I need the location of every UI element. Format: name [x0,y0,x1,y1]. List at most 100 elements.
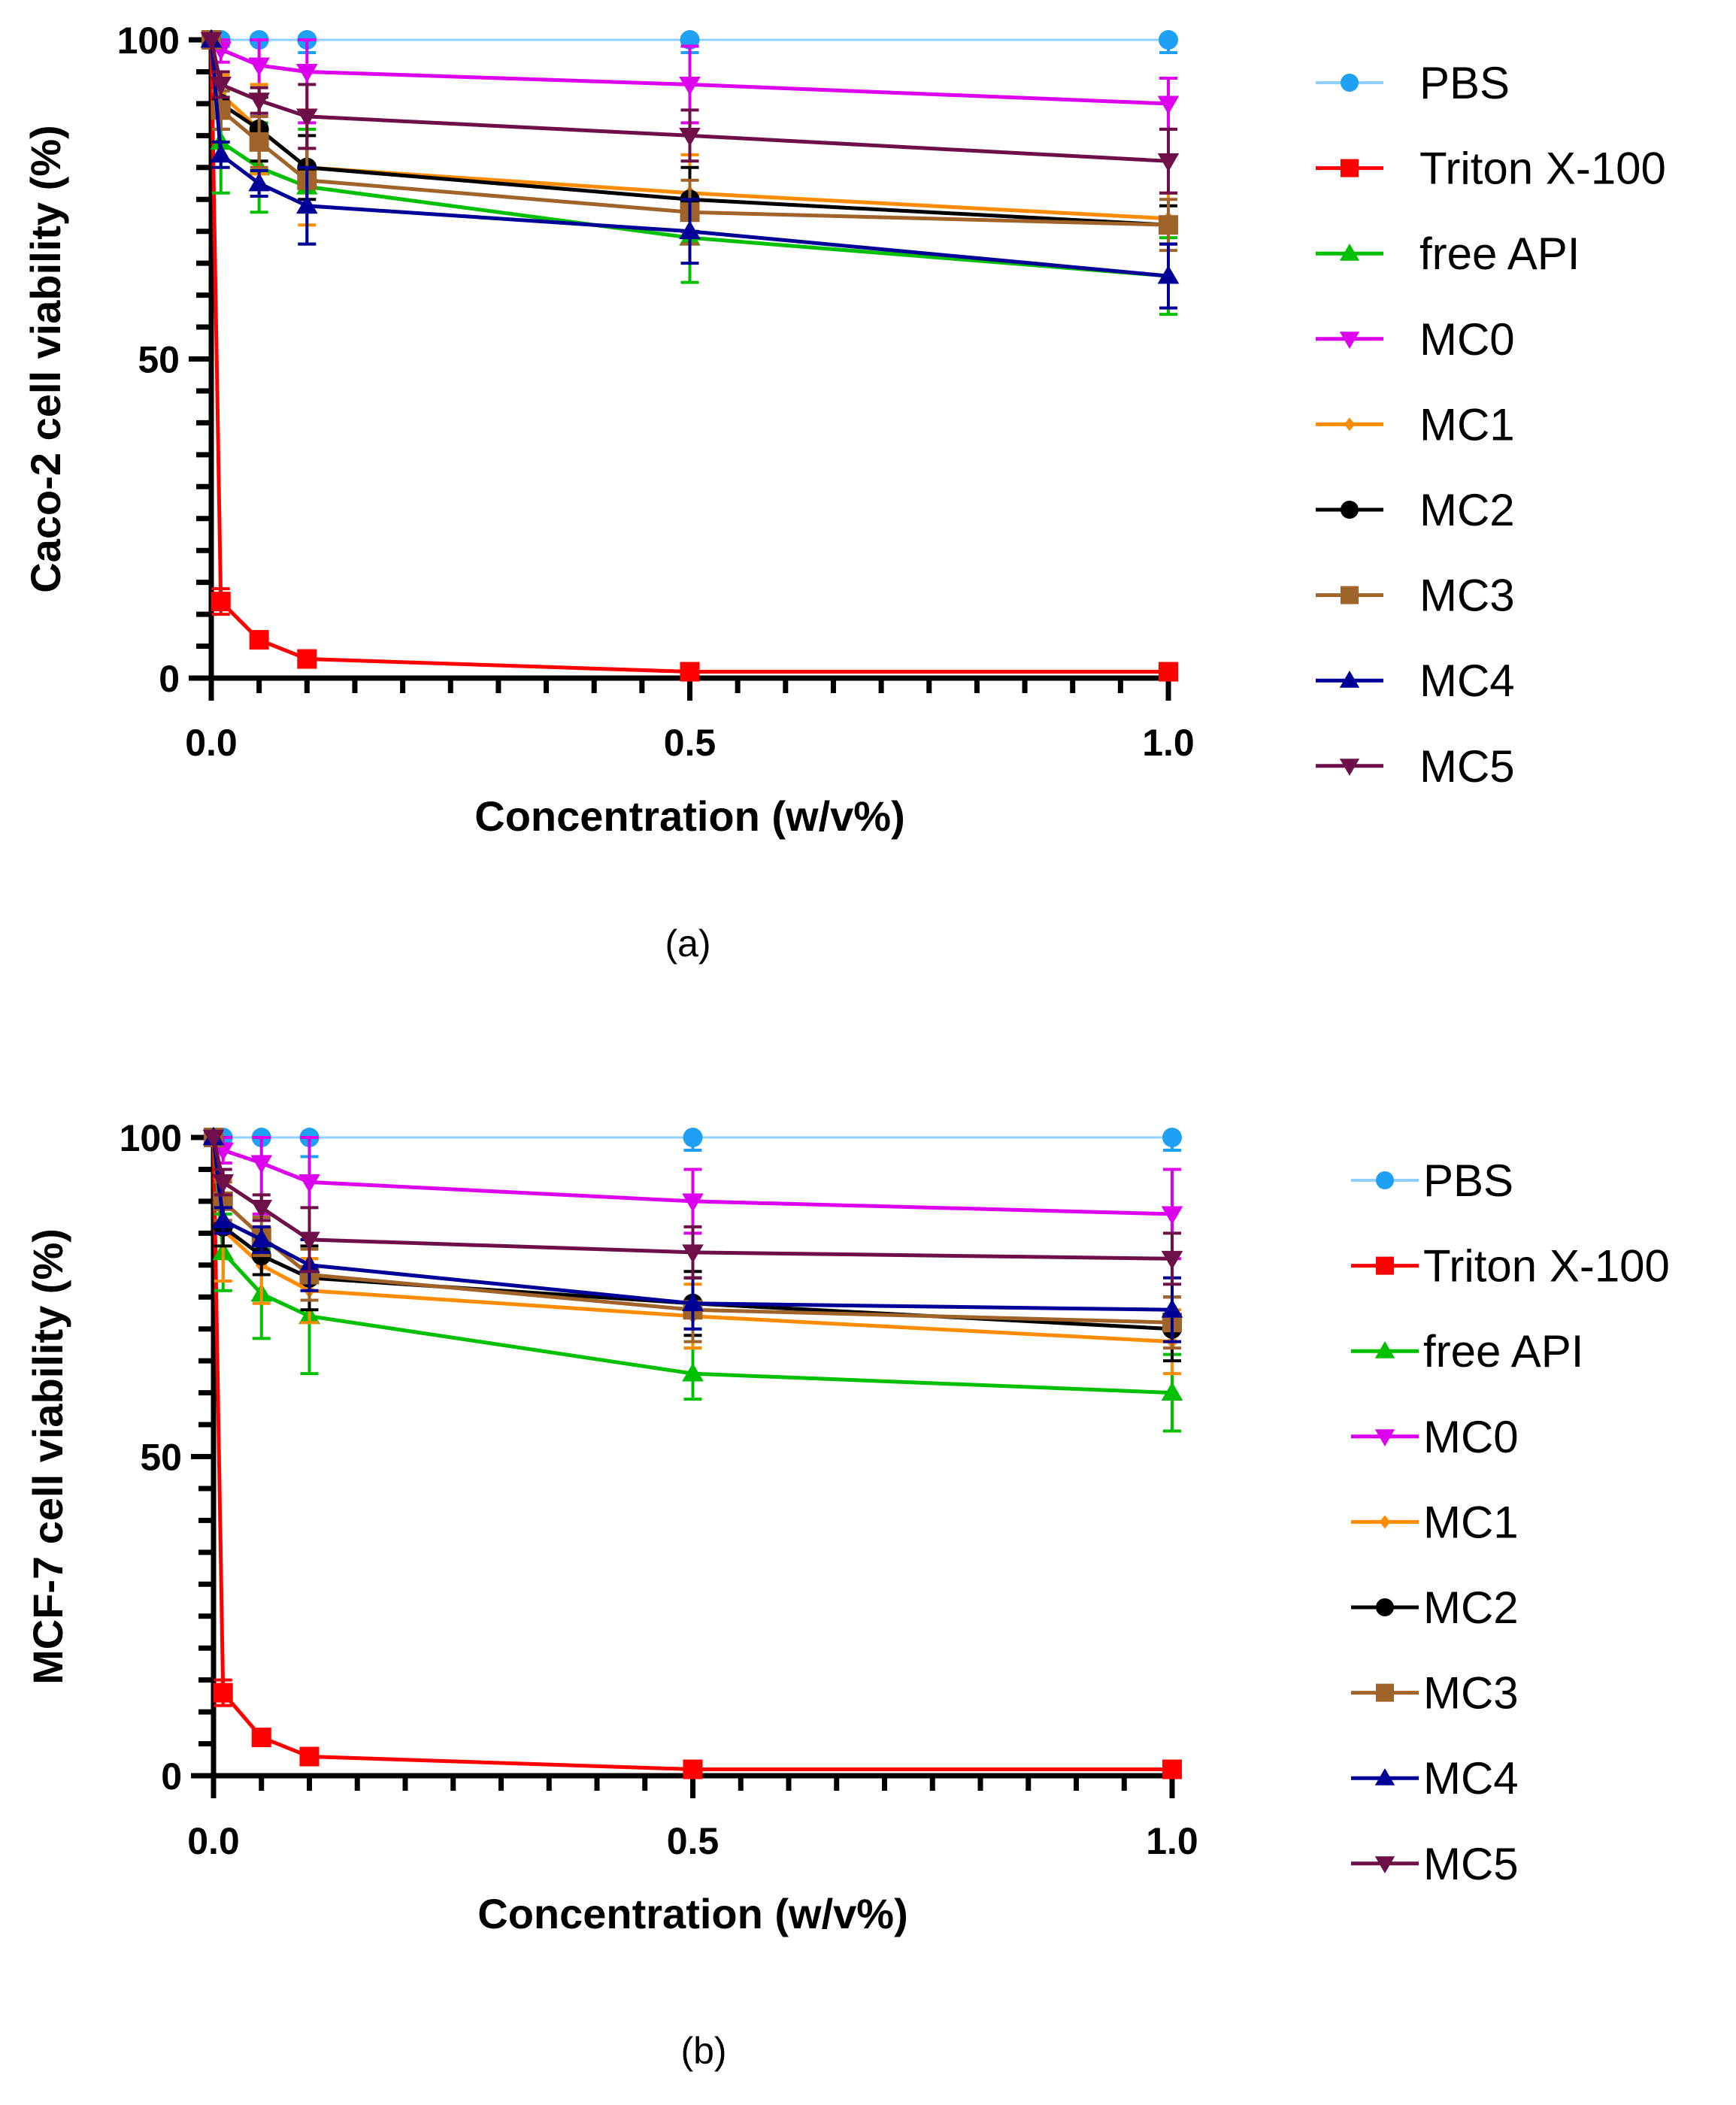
y-tick-label: 100 [120,1117,182,1159]
data-point [682,1292,704,1312]
legend-entry: MC2 [1316,485,1515,535]
data-point [683,1759,703,1779]
legend-label: MC1 [1419,399,1515,450]
data-point [1159,662,1178,682]
data-point [1161,1382,1183,1401]
data-point [249,132,269,152]
y-tick-label: 50 [140,1437,182,1479]
y-tick-label: 0 [159,658,180,700]
legend-label: free API [1423,1326,1583,1377]
legend-label: MC4 [1419,656,1515,706]
legend-entry: PBS [1351,1155,1513,1206]
legend-entry: Triton X-100 [1351,1241,1670,1292]
data-point [1162,1759,1182,1779]
series-pbs [204,1128,1182,1159]
data-point [249,630,269,650]
legend-label: MC0 [1423,1412,1519,1462]
y-axis-title: MCF-7 cell viability (%) [24,1228,71,1685]
legend-entry: MC1 [1316,399,1515,450]
legend-marker [1376,1598,1394,1616]
y-tick-label: 100 [117,20,180,62]
data-point [1162,1128,1182,1147]
legend-label: PBS [1419,58,1510,108]
y-tick-label: 0 [161,1755,182,1798]
y-axis-title: Caco-2 cell viability (%) [22,125,69,592]
legend-entry: MC5 [1316,741,1515,792]
data-point [211,592,231,612]
legend-marker [1341,501,1359,519]
series-line [209,39,1169,278]
data-point [212,1210,235,1228]
legend-marker [1339,332,1360,349]
data-point [1157,95,1180,115]
data-point [200,32,223,51]
x-tick-label: 0.5 [664,722,717,764]
legend-label: MC1 [1423,1497,1519,1547]
data-point [248,57,270,77]
series-mc5 [200,32,1180,195]
legend-entry: MC3 [1351,1668,1519,1719]
legend-marker [1374,1856,1395,1873]
panel-caption: (b) [680,2030,726,2072]
legend-entry: PBS [1316,58,1510,108]
data-point [1161,1298,1183,1318]
series-mc5 [202,1129,1183,1286]
x-tick-label: 0.0 [187,1820,240,1862]
x-tick-label: 1.0 [1146,1820,1198,1862]
axes [191,1134,1175,1798]
legend-marker [1376,1256,1394,1275]
data-point [1161,1206,1183,1225]
legend-label: MC5 [1423,1839,1519,1889]
data-point [682,1193,704,1213]
legend-label: free API [1419,229,1580,279]
data-point [1161,1250,1183,1270]
data-point [296,108,318,128]
legend-marker [1339,244,1360,261]
panel-b: 0 50 100 0.0 0.5 1.0 Concentration (w/v%) MCF-7… [24,1117,1670,2072]
data-point [298,1174,320,1193]
legend-marker [1376,1683,1394,1702]
data-point [298,1231,320,1251]
legend-marker [1374,1768,1395,1785]
legend-label: MC5 [1419,741,1515,792]
data-point [679,220,701,240]
data-point [297,649,317,669]
legend-marker [1376,1171,1394,1189]
data-point [680,662,700,682]
data-point [683,1128,703,1147]
data-point [296,195,318,214]
legend-marker [1339,759,1360,776]
legend-label: MC3 [1423,1668,1519,1719]
legend-label: MC2 [1419,485,1515,535]
legend-label: MC0 [1419,314,1515,365]
data-point [248,92,270,111]
x-tick-label: 1.0 [1142,722,1195,764]
legend-marker [1341,586,1359,604]
data-point [248,172,270,192]
data-point [212,1174,235,1193]
legend-entry: MC1 [1351,1497,1519,1547]
legend-label: MC4 [1423,1753,1519,1804]
legend-label: MC3 [1419,571,1515,621]
legend-label: Triton X-100 [1423,1241,1670,1292]
data-point [211,100,231,120]
legend-label: Triton X-100 [1419,144,1666,194]
y-tick-label: 50 [138,339,180,381]
data-point [1157,265,1180,284]
data-point [679,127,701,147]
legend-marker [1339,671,1360,688]
legend-marker [1379,1515,1391,1529]
legend-entry: MC4 [1351,1753,1519,1804]
data-point [682,1244,704,1264]
legend-entry: MC0 [1316,314,1515,365]
legend-entry: MC2 [1351,1583,1519,1633]
data-point [250,1228,273,1248]
series-line [211,1137,1172,1772]
legend-entry: MC3 [1316,571,1515,621]
data-point [1159,30,1178,50]
data-point [250,1199,273,1219]
data-point [210,144,232,163]
series-triton-x-100 [204,1128,1182,1779]
data-point [1157,153,1180,172]
